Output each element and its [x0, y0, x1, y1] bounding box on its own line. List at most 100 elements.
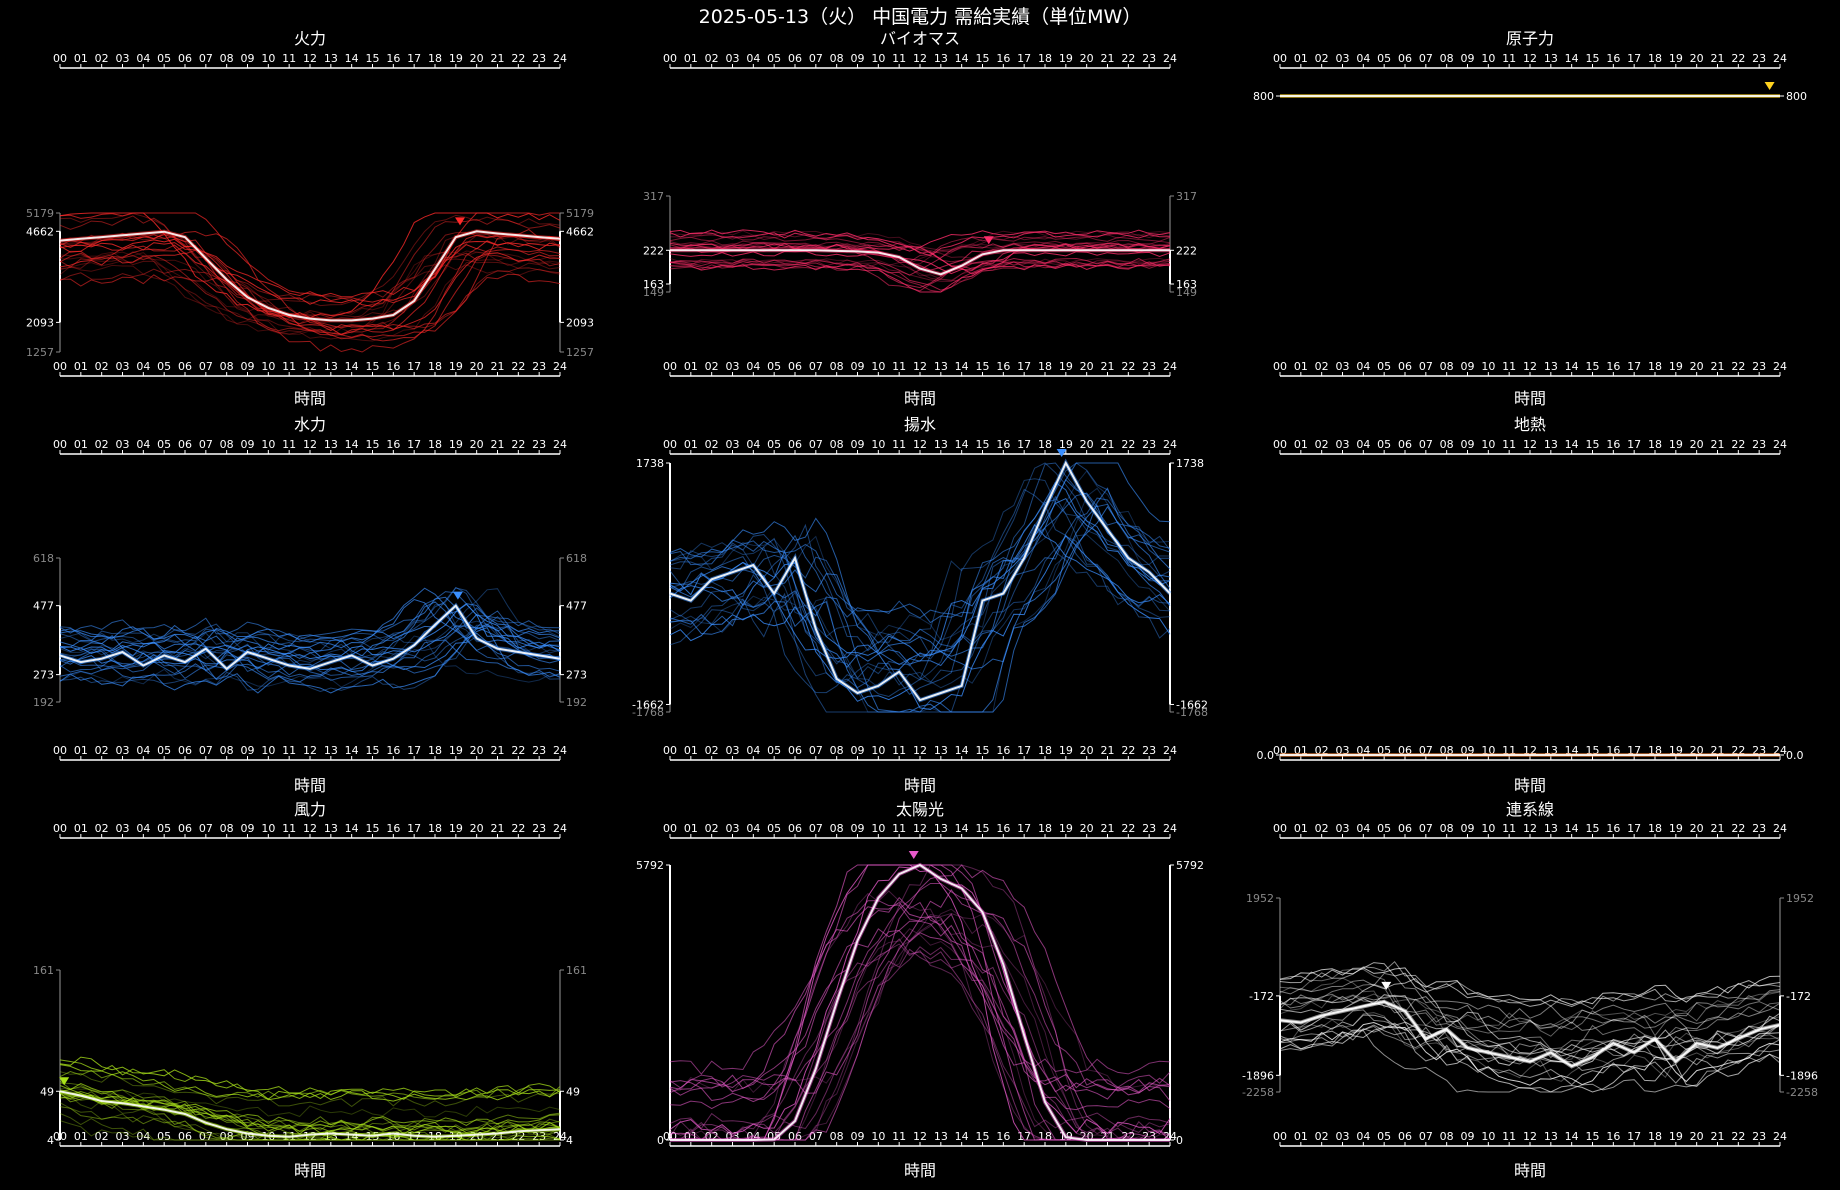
- history-series-line: [1279, 1002, 1781, 1066]
- x-tick-label: 01: [74, 744, 88, 757]
- x-tick-label: 06: [178, 438, 192, 451]
- x-tick-label: 13: [324, 52, 338, 65]
- history-series-line: [59, 1106, 561, 1141]
- x-tick-label: 22: [511, 360, 525, 373]
- history-series-line: [669, 864, 1171, 1094]
- x-axis-top: 00 01 02 03 04 05 06 07 08 09 10 11 12 13 14 15 16 17 18 19…: [1273, 822, 1787, 839]
- x-tick-label: 03: [726, 438, 740, 451]
- x-tick-label: 14: [955, 1130, 969, 1143]
- x-tick-label: 14: [1565, 744, 1579, 757]
- x-tick-label: 03: [1336, 52, 1350, 65]
- x-tick-label: 05: [767, 822, 781, 835]
- x-tick-label: 13: [1544, 360, 1558, 373]
- history-series-line: [669, 488, 1171, 698]
- x-tick-label: 21: [1101, 822, 1115, 835]
- today-series-line: [1279, 1000, 1781, 1068]
- history-series-line: [59, 603, 561, 661]
- x-tick-label: 01: [684, 822, 698, 835]
- x-tick-label: 11: [892, 52, 906, 65]
- x-tick-label: 17: [1627, 360, 1641, 373]
- x-tick-label: 07: [809, 744, 823, 757]
- x-tick-label: 10: [1481, 360, 1495, 373]
- x-tick-label: 18: [1648, 52, 1662, 65]
- x-tick-label: 06: [788, 744, 802, 757]
- x-tick-label: 14: [1565, 1130, 1579, 1143]
- x-axis-label: 時間: [1514, 776, 1546, 795]
- x-tick-label: 07: [1419, 360, 1433, 373]
- x-tick-label: 10: [1481, 744, 1495, 757]
- history-series-line: [670, 912, 1170, 1141]
- history-series-line: [59, 603, 561, 667]
- y-tick-label: 161: [33, 964, 54, 977]
- x-tick-label: 19: [1059, 438, 1073, 451]
- x-tick-label: 12: [303, 438, 317, 451]
- x-tick-label: 05: [1377, 822, 1391, 835]
- x-tick-label: 16: [996, 822, 1010, 835]
- x-tick-label: 21: [1101, 1130, 1115, 1143]
- x-axis-bottom: 00 01 02 03 04 05 06 07 08 09 10 11 12 13 14 15 16 17 18 19…: [53, 360, 567, 377]
- peak-marker: [59, 1077, 70, 1086]
- x-tick-label: 22: [1121, 822, 1135, 835]
- y-tick-label: 1257: [566, 346, 594, 359]
- history-series-line: [59, 587, 561, 648]
- panel-title: 揚水: [904, 415, 936, 434]
- x-axis-label: 時間: [1514, 389, 1546, 408]
- x-tick-label: 05: [1377, 52, 1391, 65]
- x-tick-label: 02: [705, 822, 719, 835]
- history-series-line: [670, 864, 1170, 1141]
- y-tick-label: 1952: [1786, 892, 1814, 905]
- x-tick-label: 21: [1101, 744, 1115, 757]
- x-tick-label: 07: [199, 1130, 213, 1143]
- x-tick-label: 11: [1502, 822, 1516, 835]
- y-tick-label: 1952: [1246, 892, 1274, 905]
- x-tick-label: 16: [996, 360, 1010, 373]
- x-tick-label: 14: [955, 744, 969, 757]
- x-tick-label: 13: [934, 744, 948, 757]
- x-tick-label: 08: [830, 52, 844, 65]
- x-tick-label: 18: [428, 744, 442, 757]
- history-series-line: [669, 239, 1171, 263]
- history-series-line: [59, 1071, 561, 1108]
- history-series-line: [59, 596, 561, 660]
- x-tick-label: 19: [449, 744, 463, 757]
- x-tick-label: 13: [934, 360, 948, 373]
- history-series-line: [669, 242, 1171, 266]
- x-tick-label: 13: [324, 438, 338, 451]
- x-tick-label: 12: [1523, 438, 1537, 451]
- x-tick-label: 10: [871, 360, 885, 373]
- x-axis-bottom: 00 01 02 03 04 05 06 07 08 09 10 11 12 13 14 15 16 17 18 19…: [1273, 1130, 1787, 1147]
- history-series-line: [669, 889, 1171, 1141]
- history-series-line: [59, 1091, 561, 1132]
- history-series-line: [59, 244, 561, 353]
- x-tick-label: 07: [199, 822, 213, 835]
- x-tick-label: 16: [1606, 744, 1620, 757]
- x-tick-label: 12: [1523, 52, 1537, 65]
- y-tick-label: 0: [1176, 1134, 1183, 1147]
- history-series-line: [59, 1064, 561, 1101]
- x-tick-label: 12: [303, 822, 317, 835]
- x-tick-label: 01: [74, 438, 88, 451]
- x-tick-label: 17: [1627, 438, 1641, 451]
- x-axis-bottom: 00 01 02 03 04 05 06 07 08 09 10 11 12 13 14 15 16 17 18 19…: [663, 360, 1177, 377]
- x-tick-label: 16: [386, 822, 400, 835]
- history-series-line: [59, 212, 560, 304]
- x-tick-label: 19: [449, 1130, 463, 1143]
- x-tick-label: 04: [136, 360, 150, 373]
- x-tick-label: 10: [871, 438, 885, 451]
- x-tick-label: 07: [1419, 822, 1433, 835]
- x-tick-label: 24: [1163, 438, 1177, 451]
- y-tick-label: 149: [643, 286, 664, 299]
- history-series-line: [669, 946, 1171, 1139]
- x-tick-label: 12: [303, 744, 317, 757]
- y-tick-label: 317: [643, 190, 664, 203]
- y-tick-label: -172: [1786, 990, 1811, 1003]
- x-tick-label: 12: [913, 1130, 927, 1143]
- y-tick-label: 1738: [1176, 457, 1204, 470]
- x-tick-label: 23: [1752, 1130, 1766, 1143]
- x-tick-label: 21: [1101, 360, 1115, 373]
- x-tick-label: 17: [1017, 744, 1031, 757]
- history-series-line: [669, 535, 1171, 684]
- x-tick-label: 15: [976, 360, 990, 373]
